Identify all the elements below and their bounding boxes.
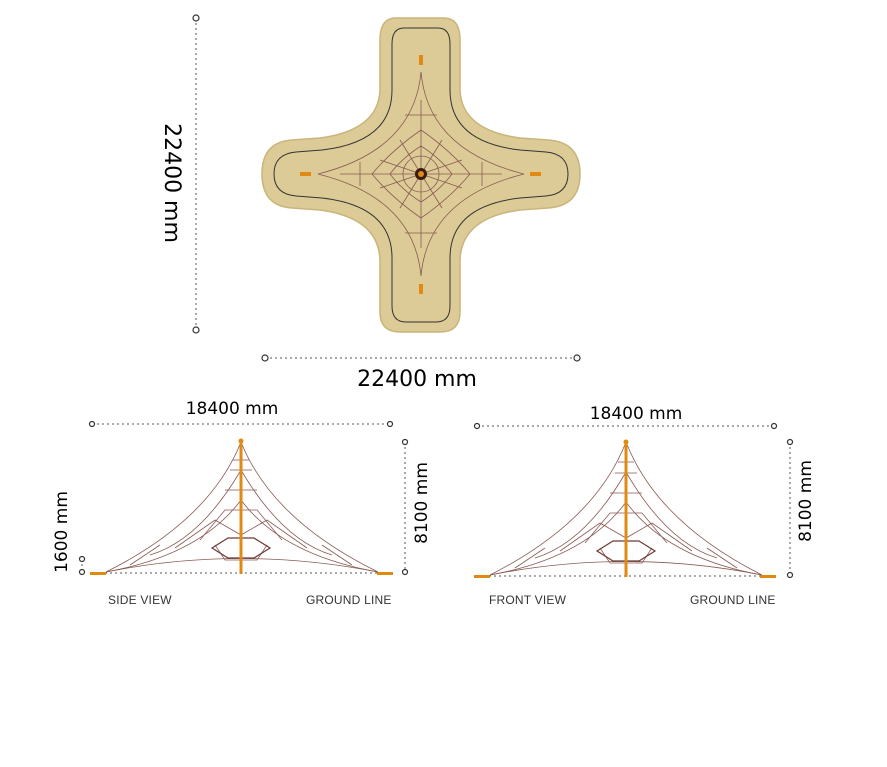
side-offset-label: 1600 mm	[52, 491, 72, 573]
plan-width-dim-end	[573, 354, 581, 362]
side-view-caption: SIDE VIEW	[108, 593, 172, 607]
side-width-label: 18400 mm	[186, 399, 279, 419]
side-view: 18400 mm 8100 mm 1600 mm	[52, 399, 432, 607]
front-height-dim-start	[786, 438, 794, 446]
side-ground-caption: GROUND LINE	[306, 593, 392, 607]
front-height-label: 8100 mm	[796, 460, 816, 542]
front-view: 18400 mm 8100 mm FRONT VIEW GROUND LINE	[473, 404, 816, 607]
side-anchor-right	[377, 572, 393, 575]
plan-width-label: 22400 mm	[357, 367, 477, 392]
front-width-dim-end	[770, 422, 778, 430]
plan-mast-cap	[418, 171, 424, 177]
plan-net-mesh	[340, 100, 502, 248]
side-anchor-left	[90, 572, 106, 575]
plan-view: 22400 mm 22400 mm	[159, 14, 581, 392]
side-width-dim-end	[386, 420, 394, 428]
front-view-caption: FRONT VIEW	[489, 593, 567, 607]
plan-height-label: 22400 mm	[159, 123, 184, 243]
front-anchor-left	[474, 575, 490, 578]
plan-net-outline	[317, 71, 525, 277]
anchor-north	[419, 55, 423, 65]
side-height-dim-start	[401, 438, 409, 446]
front-mast-top	[623, 439, 629, 445]
plan-width-dim-start	[261, 354, 269, 362]
front-height-dim-end	[786, 571, 794, 579]
anchor-west	[300, 172, 311, 176]
side-width-dim-start	[88, 420, 96, 428]
front-width-dim-start	[473, 422, 481, 430]
front-anchor-right	[760, 575, 776, 578]
side-height-label: 8100 mm	[412, 462, 432, 544]
plan-height-dim-end	[192, 326, 200, 334]
side-offset-dim-start	[78, 555, 86, 563]
plan-height-dim-start	[192, 14, 200, 22]
side-height-dim-end	[401, 568, 409, 576]
anchor-south	[419, 284, 423, 294]
surface-border-line	[273, 27, 569, 323]
side-offset-dim-end	[78, 568, 86, 576]
side-mast-top	[238, 438, 244, 444]
front-ground-caption: GROUND LINE	[690, 593, 776, 607]
anchor-east	[530, 172, 541, 176]
front-width-label: 18400 mm	[590, 404, 683, 424]
